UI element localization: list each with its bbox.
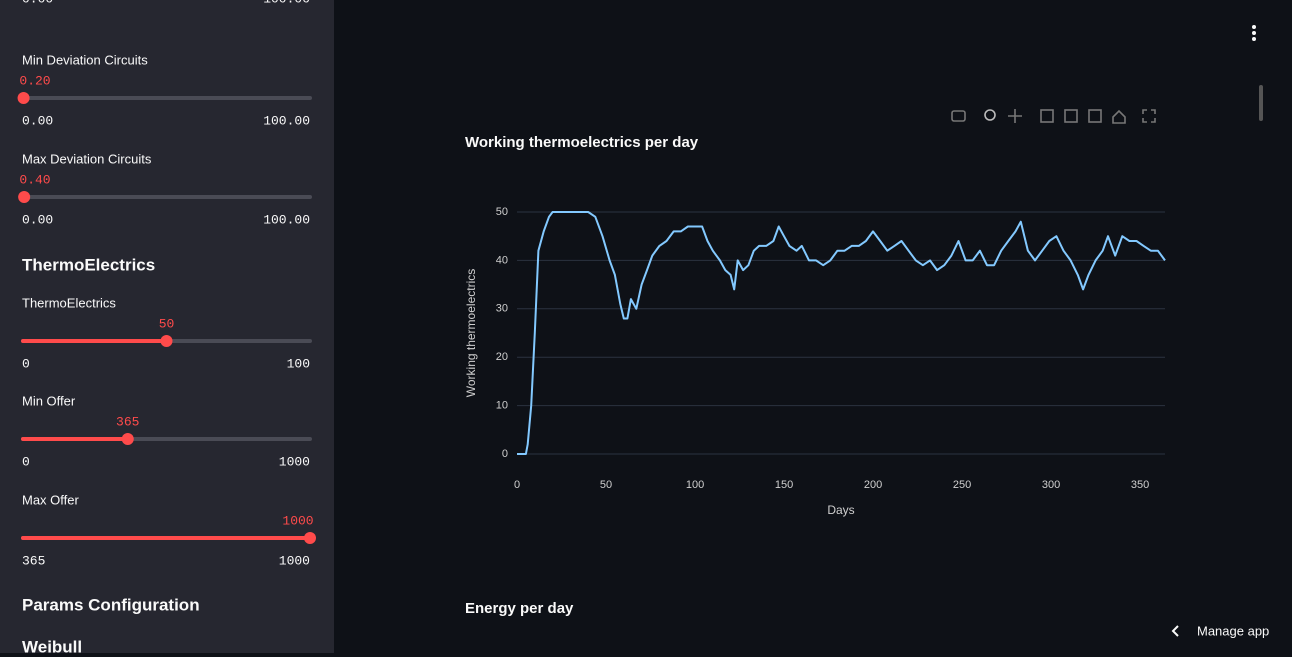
slider-label: Min Offer xyxy=(22,393,76,408)
y-tick-label: 30 xyxy=(496,303,508,315)
slider-min: 0 xyxy=(22,356,30,371)
slider-max: 100.00 xyxy=(263,113,310,128)
y-tick-label: 50 xyxy=(496,206,508,218)
slider-min: 0.00 xyxy=(22,0,53,6)
slider-thumb[interactable] xyxy=(18,191,31,203)
y-tick-label: 0 xyxy=(502,448,508,460)
slider-label: Max Deviation Circuits xyxy=(22,151,152,166)
x-tick-label: 350 xyxy=(1131,479,1149,491)
chart-title: Working thermoelectrics per day xyxy=(465,134,699,151)
slider-min: 0.00 xyxy=(22,113,53,128)
zoom-in-icon[interactable] xyxy=(1040,109,1054,123)
x-tick-label: 0 xyxy=(514,479,520,491)
slider-thumb[interactable] xyxy=(304,532,316,544)
slider-min: 0 xyxy=(22,454,30,469)
x-axis-title: Days xyxy=(827,503,854,517)
slider-min: 365 xyxy=(22,553,45,568)
slider-max: 100.00 xyxy=(263,212,310,227)
slider-label: ThermoElectrics xyxy=(22,295,116,310)
x-tick-label: 50 xyxy=(600,479,612,491)
x-tick-label: 250 xyxy=(953,479,971,491)
x-tick-label: 200 xyxy=(864,479,882,491)
slider-thumb[interactable] xyxy=(17,92,30,104)
scrollbar[interactable] xyxy=(1259,85,1263,121)
chevron[interactable] xyxy=(1171,625,1179,637)
slider-max: 100.00 xyxy=(263,0,310,6)
zoom-out-icon[interactable] xyxy=(1064,109,1078,123)
slider-value: 1000 xyxy=(282,513,313,528)
sidebar-heading: ThermoElectrics xyxy=(22,255,155,274)
main xyxy=(334,0,1292,653)
fullscreen-icon[interactable] xyxy=(1142,109,1156,123)
data-line xyxy=(517,211,1166,455)
section-title: Energy per day xyxy=(465,600,574,617)
sidebar xyxy=(0,0,334,653)
manage-app[interactable]: Manage app xyxy=(1197,623,1269,638)
sidebar-heading: Weibull xyxy=(22,637,82,653)
slider-thumb[interactable] xyxy=(121,433,134,445)
y-tick-label: 20 xyxy=(496,351,508,363)
camera-icon[interactable] xyxy=(951,110,966,122)
slider-max: 1000 xyxy=(279,454,310,469)
pan-icon[interactable] xyxy=(1008,109,1022,123)
slider-value: 0.20 xyxy=(19,73,50,88)
slider-label: Max Offer xyxy=(22,492,80,507)
sidebar-heading: Params Configuration xyxy=(22,595,200,614)
slider-value: 50 xyxy=(159,316,175,331)
y-tick-label: 40 xyxy=(496,254,508,266)
y-tick-label: 10 xyxy=(496,400,508,412)
dot xyxy=(1252,25,1256,29)
dot xyxy=(1252,37,1256,41)
slider-max: 1000 xyxy=(279,553,310,568)
slider-thumb[interactable] xyxy=(160,335,173,347)
slider-label: Min Deviation Circuits xyxy=(22,52,148,67)
x-tick-label: 100 xyxy=(686,479,704,491)
y-axis-title: Working thermoelectrics xyxy=(464,269,478,397)
x-tick-label: 300 xyxy=(1042,479,1060,491)
slider-max: 100 xyxy=(287,356,310,371)
menu-button[interactable] xyxy=(1252,25,1256,41)
dot xyxy=(1252,31,1256,35)
zoom-icon[interactable] xyxy=(984,109,996,121)
home-icon[interactable] xyxy=(1112,109,1126,124)
slider-min: 0.00 xyxy=(22,212,53,227)
slider-value: 0.40 xyxy=(19,172,50,187)
toolbar xyxy=(951,109,1156,124)
autoscale-icon[interactable] xyxy=(1088,109,1102,123)
slider-value: 365 xyxy=(116,414,139,429)
x-tick-label: 150 xyxy=(775,479,793,491)
